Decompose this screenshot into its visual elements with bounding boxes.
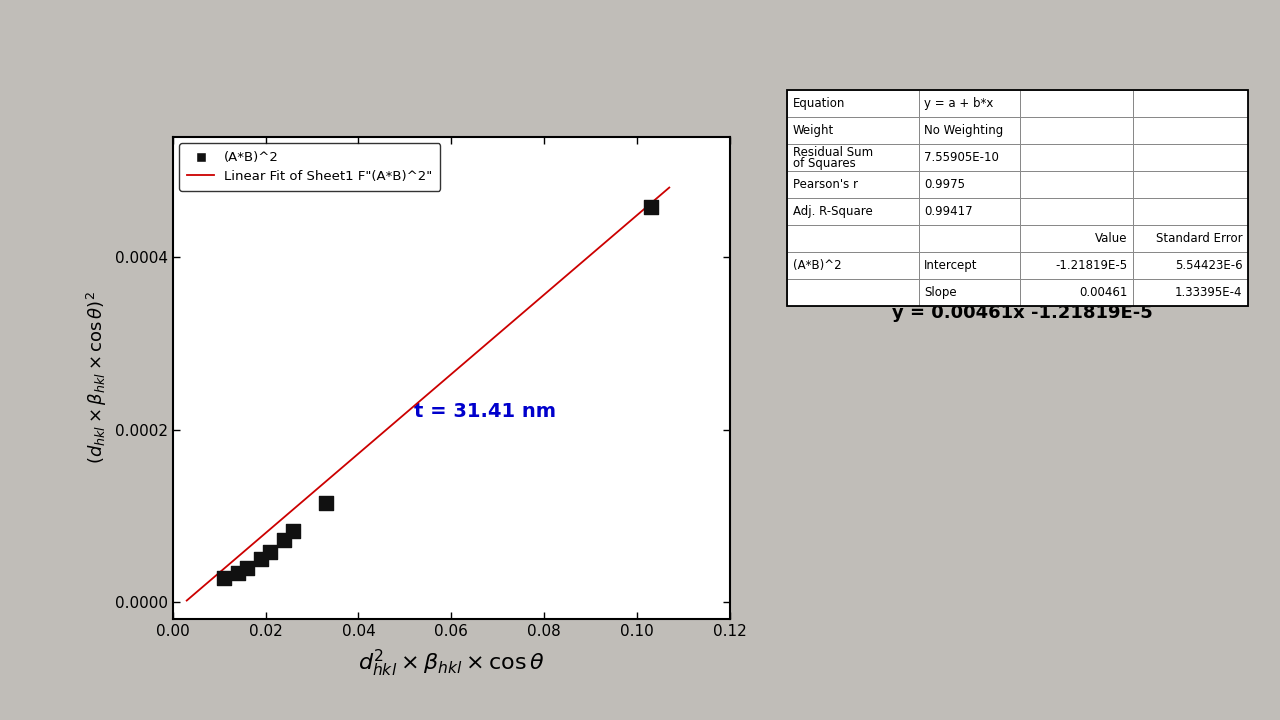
Bar bbox=[919, 171, 1020, 198]
Bar bbox=[787, 144, 919, 171]
Bar bbox=[1133, 225, 1248, 252]
Point bbox=[274, 534, 294, 546]
Bar bbox=[787, 198, 919, 225]
Point bbox=[260, 546, 280, 558]
Text: 1.33395E-4: 1.33395E-4 bbox=[1175, 286, 1243, 299]
Bar bbox=[787, 117, 919, 144]
Text: -1.21819E-5: -1.21819E-5 bbox=[1055, 259, 1128, 272]
Text: No Weighting: No Weighting bbox=[924, 124, 1004, 137]
Text: Standard Error: Standard Error bbox=[1156, 232, 1243, 245]
Text: 5.54423E-6: 5.54423E-6 bbox=[1175, 259, 1243, 272]
Text: Value: Value bbox=[1094, 232, 1128, 245]
Text: 7.55905E-10: 7.55905E-10 bbox=[924, 151, 998, 164]
Bar bbox=[1020, 144, 1133, 171]
Text: t = 31.41 nm: t = 31.41 nm bbox=[415, 402, 556, 420]
Bar bbox=[1133, 252, 1248, 279]
Bar bbox=[787, 252, 919, 279]
Point bbox=[316, 497, 337, 508]
Text: Weight: Weight bbox=[792, 124, 835, 137]
Bar bbox=[919, 144, 1020, 171]
Bar bbox=[1020, 279, 1133, 306]
Bar bbox=[919, 225, 1020, 252]
Text: 0.99417: 0.99417 bbox=[924, 205, 973, 218]
Bar bbox=[1020, 171, 1133, 198]
X-axis label: $d^2_{hkl}\times\beta_{hkl}\times\cos\theta$: $d^2_{hkl}\times\beta_{hkl}\times\cos\th… bbox=[358, 647, 544, 678]
Bar bbox=[919, 279, 1020, 306]
Point bbox=[214, 572, 234, 584]
Bar bbox=[787, 225, 919, 252]
Point bbox=[251, 553, 271, 564]
Text: Pearson's r: Pearson's r bbox=[792, 178, 858, 191]
Point bbox=[228, 567, 248, 578]
Legend: (A*B)^2, Linear Fit of Sheet1 F"(A*B)^2": (A*B)^2, Linear Fit of Sheet1 F"(A*B)^2" bbox=[179, 143, 440, 191]
Point bbox=[640, 202, 660, 213]
Text: Equation: Equation bbox=[792, 97, 845, 110]
Text: 0.9975: 0.9975 bbox=[924, 178, 965, 191]
Bar bbox=[1133, 171, 1248, 198]
Point bbox=[283, 526, 303, 537]
Bar bbox=[1133, 144, 1248, 171]
Point bbox=[237, 562, 257, 573]
Bar bbox=[919, 198, 1020, 225]
Y-axis label: $(d_{hkl}\times\beta_{hkl}\times\cos\theta)^{2}$: $(d_{hkl}\times\beta_{hkl}\times\cos\the… bbox=[86, 292, 109, 464]
Bar bbox=[919, 90, 1020, 117]
Bar bbox=[787, 171, 919, 198]
Bar bbox=[1020, 117, 1133, 144]
Bar bbox=[1133, 117, 1248, 144]
Bar bbox=[1020, 198, 1133, 225]
Bar bbox=[1133, 279, 1248, 306]
Bar bbox=[1133, 198, 1248, 225]
Text: y = 0.00461x -1.21819E-5: y = 0.00461x -1.21819E-5 bbox=[892, 304, 1153, 322]
Text: Adj. R-Square: Adj. R-Square bbox=[792, 205, 873, 218]
Bar bbox=[919, 252, 1020, 279]
Text: Slope: Slope bbox=[924, 286, 956, 299]
Text: y = a + b*x: y = a + b*x bbox=[924, 97, 993, 110]
Bar bbox=[919, 117, 1020, 144]
Bar bbox=[1020, 90, 1133, 117]
Bar bbox=[787, 90, 919, 117]
Text: of Squares: of Squares bbox=[792, 157, 855, 170]
Text: Intercept: Intercept bbox=[924, 259, 978, 272]
Bar bbox=[787, 279, 919, 306]
Bar bbox=[1133, 90, 1248, 117]
Text: (A*B)^2: (A*B)^2 bbox=[792, 259, 841, 272]
Text: Residual Sum: Residual Sum bbox=[792, 146, 873, 159]
Text: 0.00461: 0.00461 bbox=[1079, 286, 1128, 299]
Bar bbox=[1020, 252, 1133, 279]
Bar bbox=[1020, 225, 1133, 252]
